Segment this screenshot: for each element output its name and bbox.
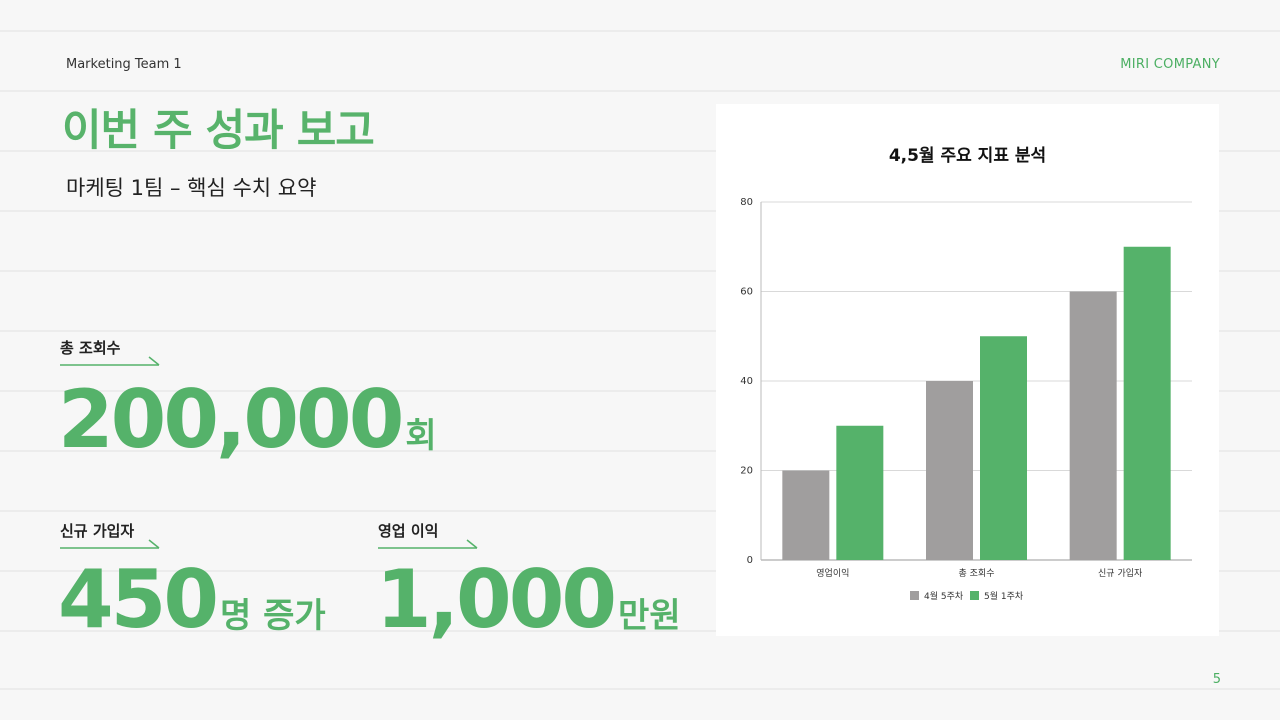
y-tick-label: 20 (740, 466, 753, 477)
bar (980, 336, 1027, 560)
bar (1123, 246, 1171, 560)
y-tick-label: 40 (740, 376, 753, 387)
y-tick-label: 80 (740, 197, 753, 208)
x-tick-label: 신규 가입자 (1098, 567, 1143, 579)
legend-label: 4월 5주차 (924, 590, 964, 602)
arrow-icon (378, 539, 478, 549)
arrow-icon (60, 356, 160, 366)
page-title: 이번 주 성과 보고 (62, 106, 375, 156)
chart-card: 4,5월 주요 지표 분석 0 20 40 60 80 영업이익 총 조회수 신규 가입자 4월 … (716, 104, 1219, 636)
bar-chart: 4,5월 주요 지표 분석 0 20 40 60 80 영업이익 총 조회수 신규 가입자 4월 … (740, 146, 1192, 602)
team-name: Marketing Team 1 (66, 57, 182, 72)
page-subtitle: 마케팅 1팀 – 핵심 수치 요약 (66, 176, 317, 200)
page-number: 5 (1212, 672, 1221, 687)
profit-value: 1,000 만원 (376, 560, 681, 640)
bar (926, 381, 973, 560)
signups-number: 450 (58, 553, 219, 646)
bar (782, 470, 830, 560)
legend-swatch (910, 591, 919, 600)
legend-swatch (970, 591, 979, 600)
chart-title: 4,5월 주요 지표 분석 (889, 146, 1046, 166)
company-name: MIRI COMPANY (1120, 57, 1220, 72)
signups-unit: 명 증가 (220, 596, 326, 636)
bar (836, 425, 884, 560)
signups-label: 신규 가입자 (60, 522, 135, 540)
profit-number: 1,000 (376, 553, 617, 646)
views-value: 200,000 회 (58, 380, 437, 460)
views-unit: 회 (405, 416, 437, 456)
signups-value: 450 명 증가 (58, 560, 326, 640)
views-label: 총 조회수 (60, 339, 121, 357)
views-number: 200,000 (58, 373, 404, 466)
profit-unit: 만원 (618, 596, 681, 636)
x-tick-label: 총 조회수 (959, 568, 995, 579)
arrow-icon (60, 539, 160, 549)
legend-label: 5월 1주차 (984, 590, 1024, 602)
x-tick-label: 영업이익 (816, 567, 849, 579)
y-tick-label: 60 (740, 287, 753, 298)
y-tick-label: 0 (747, 555, 753, 566)
bar (1069, 291, 1117, 560)
profit-label: 영업 이익 (378, 522, 439, 540)
